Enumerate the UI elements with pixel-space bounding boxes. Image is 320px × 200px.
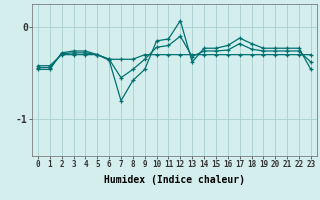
X-axis label: Humidex (Indice chaleur): Humidex (Indice chaleur) (104, 175, 245, 185)
